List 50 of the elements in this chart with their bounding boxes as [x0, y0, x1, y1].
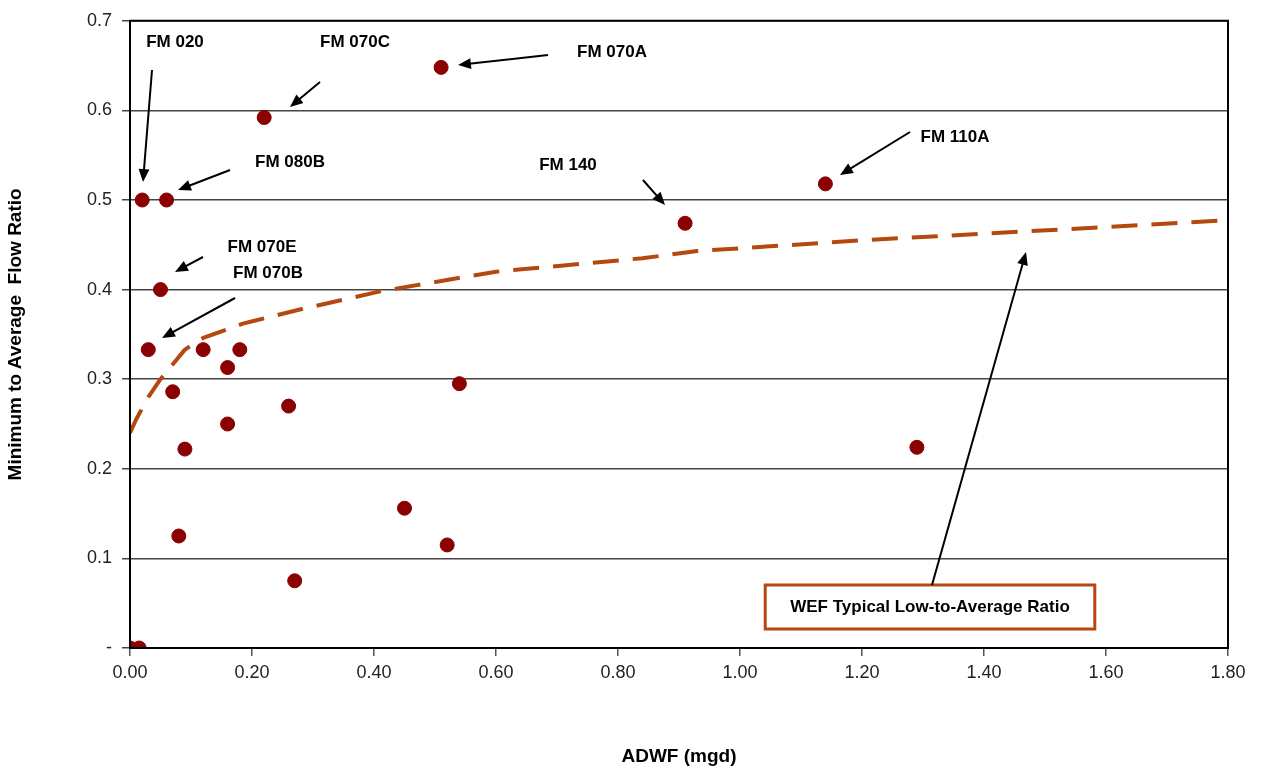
y-tick-label: 0.6: [86, 99, 112, 120]
point: [817, 176, 833, 192]
x-tick-label: 0.80: [600, 661, 636, 682]
annotation: FM 070B: [233, 262, 303, 282]
y-tick-label: 0.2: [86, 457, 112, 478]
x-tick-label: 0.20: [234, 661, 270, 682]
x-tick-label: 1.60: [1088, 661, 1124, 682]
point: [177, 441, 193, 457]
point: [220, 416, 236, 432]
annotation: FM 110A: [920, 126, 990, 146]
point: [153, 282, 168, 298]
point: [220, 360, 236, 376]
x-tick-label: 0.60: [478, 661, 514, 682]
point: [171, 528, 187, 544]
y-tick-label: 0.5: [86, 188, 112, 209]
point: [451, 376, 467, 392]
point: [134, 192, 150, 208]
y-tick-label: 0.4: [86, 278, 112, 299]
point: [140, 342, 156, 358]
x-tick-label: 1.20: [844, 661, 880, 682]
annotation: FM 070A: [577, 41, 647, 61]
y-axis-title: Minimum to Average Flow Ratio: [3, 188, 25, 481]
point: [909, 439, 925, 455]
annotation: FM 020: [146, 31, 204, 51]
x-tick-label: 1.40: [966, 661, 1002, 682]
x-tick-label: 1.80: [1210, 661, 1246, 682]
annotation: FM 080B: [255, 151, 325, 171]
annotation: FM 140: [539, 154, 597, 174]
y-tick-label: 0.3: [86, 368, 112, 389]
point: [677, 215, 693, 231]
point: [195, 342, 211, 358]
y-tick-label: -: [106, 636, 112, 657]
point: [433, 59, 449, 75]
x-tick-label: 0.40: [356, 661, 392, 682]
x-tick-label: 1.00: [722, 661, 758, 682]
annotation: WEF Typical Low-to-Average Ratio: [790, 596, 1070, 616]
y-tick-label: 0.7: [86, 9, 112, 30]
annotation: FM 070C: [320, 31, 390, 51]
annotation: FM 070E: [227, 236, 297, 256]
x-axis-title: ADWF (mgd): [621, 744, 737, 766]
point: [439, 537, 455, 553]
point: [397, 500, 412, 516]
y-tick-label: 0.1: [86, 547, 112, 568]
point: [165, 384, 181, 400]
point: [287, 573, 303, 589]
point: [256, 110, 272, 126]
point: [281, 398, 297, 414]
x-tick-label: 0.00: [112, 661, 148, 682]
point: [232, 342, 248, 358]
point: [159, 192, 175, 208]
